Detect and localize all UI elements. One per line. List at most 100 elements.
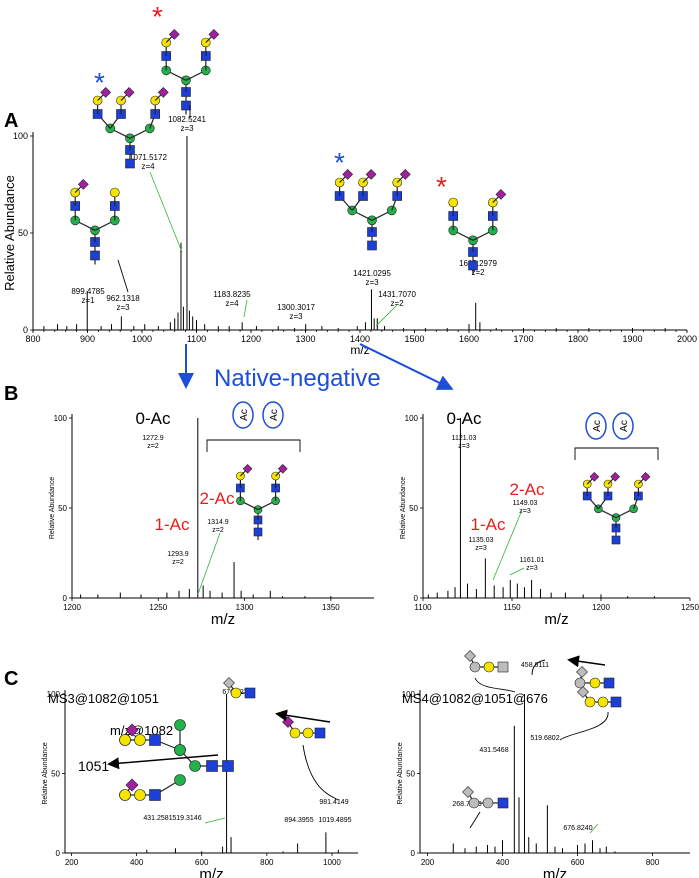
peak-charge-label: z=3 bbox=[458, 443, 470, 450]
glycan-fragment bbox=[462, 786, 509, 809]
x-tick-label: 1100 bbox=[187, 334, 206, 344]
acetyl-bracket-right bbox=[574, 447, 659, 460]
galactose-circle-icon bbox=[589, 677, 601, 689]
hexnac-square-icon bbox=[149, 789, 161, 801]
peak-mz-label: 1431.7070 bbox=[378, 290, 416, 299]
acetyl-tags-right: Ac Ac bbox=[574, 412, 659, 460]
sialic-diamond-icon bbox=[77, 179, 89, 190]
acetyl-tag-1: Ac bbox=[239, 409, 250, 421]
galactose-circle-icon bbox=[289, 727, 301, 739]
x-tick-label: 1200 bbox=[241, 334, 261, 344]
sialic-diamond-icon bbox=[168, 29, 180, 40]
grey-diamond-icon bbox=[577, 686, 589, 698]
galactose-circle-icon bbox=[119, 734, 131, 746]
x-tick-label: 1250 bbox=[149, 603, 167, 612]
x-tick-label: 1000 bbox=[132, 334, 152, 344]
x-tick-label: 400 bbox=[130, 858, 144, 867]
glycan-biantennary bbox=[448, 189, 507, 275]
acetyl-series-label: 1-Ac bbox=[155, 515, 190, 534]
x-axis-label: m/z bbox=[211, 611, 235, 628]
x-tick-label: 1700 bbox=[513, 334, 533, 344]
arrow-c-right-fragment bbox=[567, 655, 606, 668]
grey-circle-icon bbox=[468, 797, 480, 809]
mannose-circle-icon bbox=[174, 719, 186, 731]
y-tick-label: 0 bbox=[23, 325, 28, 335]
panel-a-label: A bbox=[4, 110, 18, 132]
glycan-fragment bbox=[464, 650, 509, 673]
peak-mz-label: 431.5468 bbox=[479, 747, 508, 754]
y-tick-label: 100 bbox=[47, 690, 61, 699]
x-tick-label: 600 bbox=[571, 858, 585, 867]
sialic-diamond-icon bbox=[589, 471, 600, 482]
peak-charge-label: z=4 bbox=[225, 299, 239, 308]
peak-mz-label: 899.4785 bbox=[71, 287, 105, 296]
glycan-triantennary bbox=[582, 471, 651, 545]
hexnac-square-icon bbox=[206, 760, 218, 772]
glycan-leader-line bbox=[531, 659, 546, 676]
peak-mz-label: 1135.03 bbox=[469, 537, 494, 544]
galactose-circle-icon bbox=[302, 727, 314, 739]
sialic-diamond-icon bbox=[123, 87, 135, 98]
galactose-circle-icon bbox=[483, 661, 495, 673]
x-tick-label: 1500 bbox=[404, 334, 424, 344]
x-tick-label: 800 bbox=[646, 858, 660, 867]
glycan-leader-line bbox=[469, 811, 481, 829]
peak-charge-label: z=2 bbox=[212, 527, 224, 534]
galactose-circle-icon bbox=[119, 789, 131, 801]
chart-b-right: 1100 1150 1200 1250 0 50 100 m/z Relative Abunda… bbox=[400, 409, 699, 628]
star-red-1: * bbox=[152, 1, 163, 32]
x-tick-label: 400 bbox=[496, 858, 510, 867]
sialic-diamond-icon bbox=[365, 169, 377, 180]
x-tick-label: 800 bbox=[25, 334, 40, 344]
galactose-circle-icon bbox=[597, 696, 609, 708]
peak-mz-label: 1149.03 bbox=[513, 500, 538, 507]
acetyl-bracket-left bbox=[206, 439, 301, 452]
sialic-diamond-icon bbox=[342, 169, 354, 180]
peak-mz-label: 268.7056 bbox=[452, 801, 481, 808]
hexnac-square-icon bbox=[253, 527, 263, 537]
label-1051: 1051 bbox=[78, 758, 109, 774]
grey-diamond-icon bbox=[464, 650, 476, 662]
arrow-to-b-right bbox=[359, 343, 454, 390]
sialic-diamond-icon bbox=[610, 471, 621, 482]
x-tick-label: 1300 bbox=[295, 334, 315, 344]
sialic-diamond-icon bbox=[157, 87, 169, 98]
galactose-circle-icon bbox=[230, 687, 242, 699]
x-tick-label: 1250 bbox=[681, 603, 699, 612]
x-tick-label: 600 bbox=[195, 858, 209, 867]
hexnac-square-icon bbox=[497, 797, 509, 809]
acetyl-ellipse-icon bbox=[612, 412, 634, 440]
mannose-circle-icon bbox=[174, 774, 186, 786]
acetyl-series-label: 1-Ac bbox=[471, 515, 506, 534]
glycan-leader-line bbox=[302, 744, 339, 801]
y-tick-label: 100 bbox=[54, 414, 68, 423]
leader-line bbox=[375, 304, 398, 327]
leader-line bbox=[197, 532, 221, 595]
star-blue-1: * bbox=[94, 67, 105, 98]
glycan-fragment bbox=[223, 677, 256, 699]
sialic-diamond-icon bbox=[277, 463, 288, 474]
native-negative-label: Native-negative bbox=[214, 365, 381, 392]
y-axis-label: Relative Abundance bbox=[49, 477, 56, 539]
sialic-diamond-icon bbox=[125, 723, 139, 737]
y-tick-label: 0 bbox=[56, 849, 61, 858]
x-tick-label: 1350 bbox=[322, 603, 340, 612]
chart-c-right: 200 400 600 800 0 50 100 m/z Relative Abundance 4… bbox=[397, 662, 690, 878]
x-axis-label: m/z bbox=[543, 866, 567, 878]
sialic-diamond-icon bbox=[208, 29, 220, 40]
glycan-fragment bbox=[282, 716, 326, 739]
x-tick-label: 1200 bbox=[63, 603, 81, 612]
y-tick-label: 0 bbox=[63, 594, 68, 603]
peak-mz-label: 981.4149 bbox=[319, 799, 348, 806]
arrow-c-fragment bbox=[275, 709, 331, 723]
peak-mz-label: 1082.5241 bbox=[168, 115, 206, 124]
sialic-diamond-icon bbox=[100, 87, 112, 98]
peak-mz-label: 1071.5172 bbox=[129, 153, 167, 162]
panel-b-label: B bbox=[4, 383, 18, 405]
acetyl-series-label: 2-Ac bbox=[200, 489, 235, 508]
hexnac-square-icon bbox=[181, 100, 191, 111]
mannose-circle-icon bbox=[189, 760, 201, 772]
glycan-fragment bbox=[119, 778, 139, 801]
acetyl-ellipse-icon bbox=[232, 401, 254, 429]
y-tick-label: 50 bbox=[18, 228, 28, 238]
